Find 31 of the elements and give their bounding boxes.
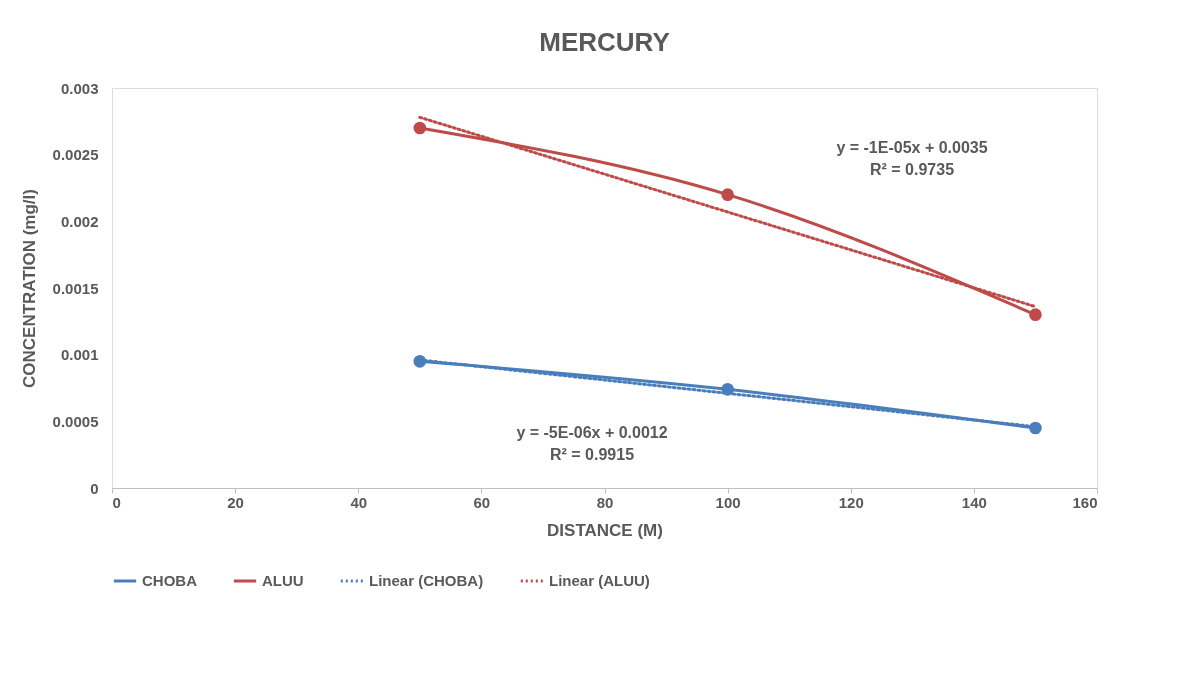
x-tick-label: 80 bbox=[596, 493, 614, 511]
y-tick-label: 0.0005 bbox=[52, 412, 99, 430]
point bbox=[413, 121, 427, 135]
x-tick-label: 100 bbox=[715, 493, 741, 511]
legend-label: Linear (ALUU) bbox=[549, 572, 650, 589]
chart-title: MERCURY bbox=[539, 27, 670, 57]
x-tick-label: 160 bbox=[1072, 493, 1098, 511]
point bbox=[413, 355, 427, 368]
annotation: y = -5E-06x + 0.0012 R² = 0.9915 bbox=[516, 424, 668, 463]
y-tick-label: 0.0025 bbox=[52, 146, 99, 164]
x-tick-label: 140 bbox=[961, 493, 987, 511]
y-tick-label: 0.0015 bbox=[52, 279, 99, 297]
y-axis-title: CONCENTRATION (mg/l) bbox=[19, 189, 39, 388]
legend-label: ALUU bbox=[262, 572, 304, 589]
y-tick-label: 0 bbox=[90, 479, 99, 497]
point bbox=[721, 383, 734, 396]
y-tick-label: 0.002 bbox=[60, 212, 99, 230]
point bbox=[721, 188, 734, 201]
x-tick-label: 0 bbox=[112, 493, 121, 511]
x-axis-title: DISTANCE (M) bbox=[547, 520, 663, 540]
y-tick-label: 0.001 bbox=[60, 346, 99, 364]
x-tick-label: 120 bbox=[838, 493, 864, 511]
point bbox=[1029, 308, 1042, 321]
x-tick-label: 40 bbox=[350, 493, 368, 511]
legend-label: CHOBA bbox=[142, 572, 198, 589]
x-tick-label: 60 bbox=[473, 493, 491, 511]
legend-label: Linear (CHOBA) bbox=[369, 572, 484, 589]
y-tick-label: 0.003 bbox=[60, 79, 99, 97]
x-tick-label: 20 bbox=[227, 493, 244, 511]
annotation: y = -1E-05x + 0.0035 R² = 0.9735 bbox=[836, 139, 988, 178]
point bbox=[1029, 421, 1042, 435]
